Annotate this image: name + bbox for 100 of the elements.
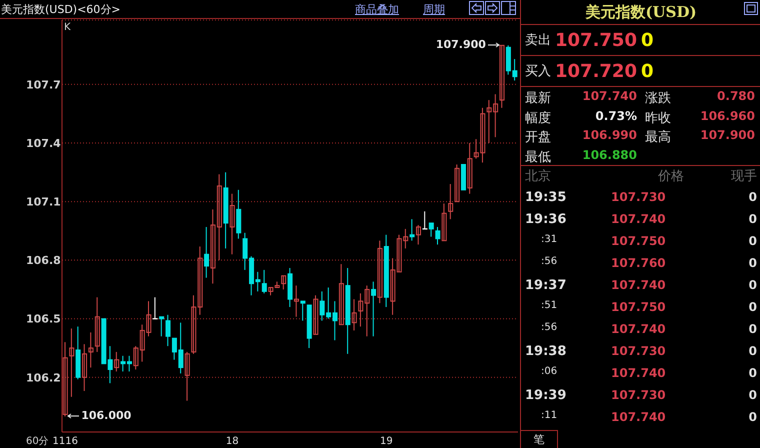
- y-tick-label: 107.4: [26, 137, 62, 150]
- text: 107.730: [611, 344, 666, 358]
- text: 0: [748, 388, 757, 402]
- text: 0.780: [717, 89, 755, 105]
- candlestick: [82, 344, 88, 392]
- candlestick: [69, 328, 74, 398]
- candlestick: [500, 44, 505, 108]
- text: 卖出: [525, 32, 551, 49]
- candlestick: [371, 281, 376, 337]
- text: 106.990: [582, 128, 637, 144]
- text: :56: [541, 322, 558, 333]
- text: 0: [748, 212, 757, 226]
- candlestick: [454, 164, 460, 202]
- text: :51: [541, 300, 558, 311]
- text: 0: [748, 234, 757, 248]
- text: 北京: [525, 168, 551, 185]
- text: 现手: [731, 168, 757, 185]
- text: 107.730: [611, 190, 666, 204]
- candlestick: [410, 218, 415, 242]
- text: 美元指数(USD): [521, 0, 760, 25]
- y-tick-label: 106.2: [26, 371, 61, 384]
- candlestick: [294, 285, 299, 318]
- candlestick: [435, 226, 440, 246]
- text: 涨跌: [645, 90, 671, 107]
- text: 0: [748, 344, 757, 358]
- text: :06: [541, 366, 558, 377]
- candlestick: [262, 269, 267, 294]
- text: 19:36: [525, 212, 566, 227]
- x-tick-label: 18: [226, 436, 239, 447]
- text: :31: [541, 234, 558, 245]
- text: 价格: [658, 168, 684, 185]
- text: 19:39: [525, 388, 566, 403]
- text: 0: [640, 30, 654, 50]
- candlestick: [166, 314, 171, 347]
- text: 107.750: [611, 234, 666, 248]
- text: 昨收: [645, 110, 671, 126]
- text: :56: [541, 256, 558, 267]
- candlestick: [300, 300, 306, 322]
- text: 0: [748, 256, 757, 270]
- y-tick-label: 107.7: [26, 78, 61, 92]
- text: 19:35: [525, 190, 566, 205]
- candlestick: [352, 298, 357, 331]
- text: 107.740: [611, 366, 666, 380]
- text: 107.720: [555, 60, 637, 82]
- candlestick: [230, 193, 235, 255]
- text: 107.900: [700, 128, 755, 144]
- text: 0: [748, 300, 757, 314]
- text: 0: [748, 410, 757, 424]
- text: 107.740: [611, 212, 666, 226]
- text: 最高: [645, 129, 671, 146]
- candlestick: [94, 296, 100, 352]
- text: 107.760: [611, 256, 666, 270]
- candlestick: [114, 351, 120, 372]
- x-tick-label: 1116: [52, 436, 78, 447]
- text: 107.750: [611, 300, 666, 314]
- text: :11: [541, 410, 558, 421]
- text: 0: [748, 190, 757, 204]
- candlestick: [428, 222, 434, 238]
- candlestick: [442, 203, 447, 242]
- annotation: 106.000: [81, 409, 132, 422]
- candlestick: [281, 275, 286, 290]
- text: 107.740: [611, 278, 666, 292]
- text: 107.750: [555, 30, 637, 50]
- candlestick: [338, 264, 344, 326]
- text: 最新: [525, 90, 551, 107]
- text: 0: [748, 278, 757, 292]
- text: 笔: [521, 430, 558, 448]
- text: 0: [748, 366, 757, 380]
- x-axis-title: 60分: [26, 435, 49, 447]
- text: 0: [748, 322, 757, 336]
- text: 107.740: [611, 410, 666, 424]
- text: 周期: [423, 2, 445, 17]
- y-tick-label: 106.8: [26, 254, 61, 268]
- text: 107.730: [611, 388, 666, 402]
- text: 0: [640, 60, 654, 82]
- text: 107.740: [611, 322, 666, 336]
- candlestick: [159, 316, 164, 337]
- text: 买入: [525, 63, 551, 80]
- text: 19:37: [525, 278, 566, 293]
- y-tick-label: 107.1: [26, 196, 61, 209]
- text: 106.880: [582, 148, 637, 164]
- x-tick-label: 19: [380, 436, 393, 447]
- text: 106.960: [700, 108, 755, 124]
- chart-title: 美元指数(USD)<60分>: [1, 2, 121, 17]
- candlestick: [313, 294, 318, 335]
- text: 商品叠加: [355, 2, 399, 17]
- text: 幅度: [525, 110, 551, 126]
- candlestick: [467, 142, 472, 194]
- text: 最低: [525, 148, 551, 166]
- candlestick: [62, 342, 68, 417]
- candlestick: [377, 240, 382, 304]
- annotation: 107.900: [434, 38, 486, 52]
- text: 19:38: [525, 344, 566, 359]
- candlestick: [152, 296, 158, 320]
- text: 开盘: [525, 129, 551, 146]
- text: 0.73%: [595, 108, 637, 124]
- text: 107.740: [582, 89, 637, 105]
- candlestick: [88, 332, 94, 368]
- candlestick: [416, 224, 422, 246]
- candlestick: [448, 184, 454, 220]
